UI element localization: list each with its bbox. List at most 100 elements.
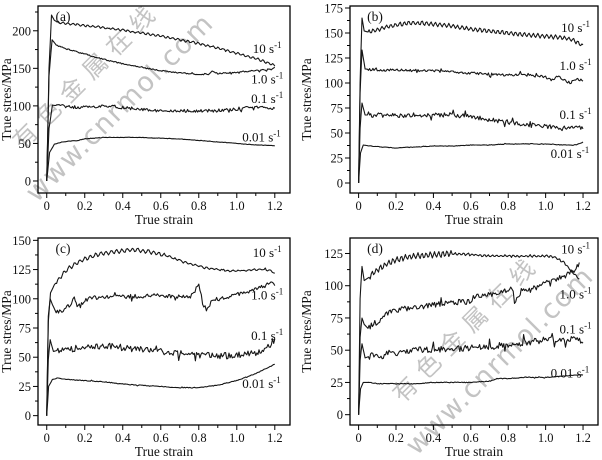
x-tick-label: 0.2 — [77, 431, 93, 445]
plot-box — [37, 237, 291, 426]
curve-1.0 s⁻¹ — [358, 262, 580, 415]
x-tick-label: 0.6 — [463, 199, 479, 213]
y-tick-label: 0 — [337, 408, 343, 422]
curve-label: 1.0 s-1 — [560, 57, 592, 73]
y-tick-label: 0 — [25, 174, 31, 188]
y-tick-label: 175 — [324, 2, 343, 16]
plot-box — [349, 5, 599, 194]
curve-label: 0.01 s-1 — [551, 145, 590, 161]
curve-0.01 s⁻¹ — [46, 363, 275, 416]
curve-10 s⁻¹ — [358, 250, 580, 415]
x-tick-label: 0.4 — [426, 431, 442, 445]
y-tick-label: 150 — [12, 62, 31, 76]
curve-0.01 s⁻¹ — [46, 136, 275, 182]
x-axis-title: True strain — [135, 212, 194, 227]
y-tick-label: 150 — [12, 234, 31, 248]
y-tick-label: 100 — [12, 292, 31, 306]
curve-label: 0.1 s-1 — [251, 90, 283, 106]
y-tick-label: 125 — [324, 52, 343, 66]
curve-label: 0.1 s-1 — [560, 106, 592, 122]
curve-1.0 s⁻¹ — [358, 49, 584, 184]
x-tick-label: 0.2 — [388, 431, 404, 445]
curve-0.1 s⁻¹ — [46, 104, 276, 182]
curve-label: 0.1 s-1 — [560, 321, 592, 337]
y-tick-label: 75 — [331, 102, 344, 116]
x-tick-label: 0 — [355, 431, 361, 445]
y-tick-label: 100 — [324, 77, 343, 91]
x-tick-label: 0.2 — [77, 199, 93, 213]
y-tick-label: 0 — [337, 177, 343, 191]
y-tick-label: 50 — [19, 137, 32, 151]
y-tick-label: 25 — [331, 152, 344, 166]
x-tick-label: 1.2 — [575, 431, 591, 445]
curve-label: 0.01 s-1 — [242, 375, 281, 391]
y-tick-label: 25 — [331, 376, 344, 390]
curve-label: 10 s-1 — [253, 40, 282, 56]
y-tick-label: 150 — [324, 27, 343, 41]
subplot-c: 0 0.2 0.4 0.6 0.8 1.0 1.2 0 25 50 75 100 125 150 True … — [0, 234, 291, 459]
curve-10 s⁻¹ — [46, 14, 276, 182]
curve-0.1 s⁻¹ — [358, 332, 584, 415]
y-axis-title: True stres/MPa — [299, 290, 314, 372]
panel-letter: (b) — [367, 9, 383, 24]
x-tick-label: 0.6 — [153, 199, 169, 213]
curve-label: 10 s-1 — [253, 244, 282, 260]
curve-label: 1.0 s-1 — [560, 286, 592, 302]
y-axis-title: True stres/MPa — [0, 58, 14, 140]
x-tick-label: 0.8 — [191, 431, 207, 445]
curve-1.0 s⁻¹ — [46, 281, 276, 416]
y-tick-label: 125 — [324, 247, 343, 261]
x-tick-label: 0.8 — [500, 199, 516, 213]
curve-10 s⁻¹ — [46, 247, 275, 416]
y-tick-label: 75 — [331, 311, 344, 325]
y-tick-label: 125 — [12, 263, 31, 277]
plot-box — [37, 5, 291, 194]
y-axis-title: True stres/MPa — [299, 58, 314, 140]
y-tick-label: 75 — [19, 321, 32, 335]
y-tick-label: 100 — [12, 99, 31, 113]
panel-letter: (a) — [56, 9, 71, 24]
curve-label: 1.0 s-1 — [251, 286, 283, 302]
x-tick-label: 1.2 — [267, 431, 283, 445]
y-tick-label: 0 — [25, 409, 31, 423]
x-axis-title: True strain — [135, 444, 194, 459]
curve-10 s⁻¹ — [358, 17, 584, 184]
x-tick-label: 1.2 — [267, 199, 283, 213]
curve-0.01 s⁻¹ — [358, 374, 584, 415]
curve-0.1 s⁻¹ — [46, 338, 276, 416]
y-tick-label: 200 — [12, 24, 31, 38]
x-tick-label: 0 — [355, 199, 361, 213]
x-tick-label: 1.2 — [575, 199, 591, 213]
subplot-d: 0 0.2 0.4 0.6 0.8 1.0 1.2 0 25 50 75 100 125 True str… — [299, 237, 599, 459]
x-tick-label: 1.0 — [538, 431, 554, 445]
x-tick-label: 0.6 — [463, 431, 479, 445]
x-axis-title: True strain — [445, 212, 504, 227]
curve-label: 10 s-1 — [561, 241, 590, 257]
x-tick-label: 0.4 — [426, 199, 442, 213]
curve-label: 0.1 s-1 — [251, 327, 283, 343]
x-tick-label: 0.8 — [191, 199, 207, 213]
panel-letter: (c) — [56, 241, 71, 256]
y-tick-label: 50 — [331, 344, 344, 358]
y-tick-label: 50 — [19, 351, 32, 365]
x-tick-label: 1.0 — [538, 199, 554, 213]
x-tick-label: 0.2 — [388, 199, 404, 213]
panel-letter: (d) — [367, 241, 383, 256]
plot-box — [349, 237, 599, 426]
curve-label: 0.01 s-1 — [242, 128, 281, 144]
subplot-b: 0 0.2 0.4 0.6 0.8 1.0 1.2 0 25 50 75 100 125 150 175 Tr… — [299, 2, 599, 227]
x-tick-label: 0 — [44, 431, 50, 445]
x-tick-label: 0 — [44, 199, 50, 213]
curve-label: 0.01 s-1 — [551, 364, 590, 380]
x-tick-label: 0.4 — [115, 199, 131, 213]
y-tick-label: 50 — [331, 127, 344, 141]
curve-label: 1.0 s-1 — [251, 71, 283, 87]
x-axis-title: True strain — [445, 444, 504, 459]
x-tick-label: 0.8 — [500, 431, 516, 445]
x-tick-label: 1.0 — [229, 431, 245, 445]
x-tick-label: 0.4 — [115, 431, 131, 445]
subplot-a: 0 0.2 0.4 0.6 0.8 1.0 1.2 0 50 100 150 200 True stre… — [0, 5, 291, 227]
y-tick-label: 100 — [324, 279, 343, 293]
y-axis-title: True stres/MPa — [0, 290, 14, 372]
